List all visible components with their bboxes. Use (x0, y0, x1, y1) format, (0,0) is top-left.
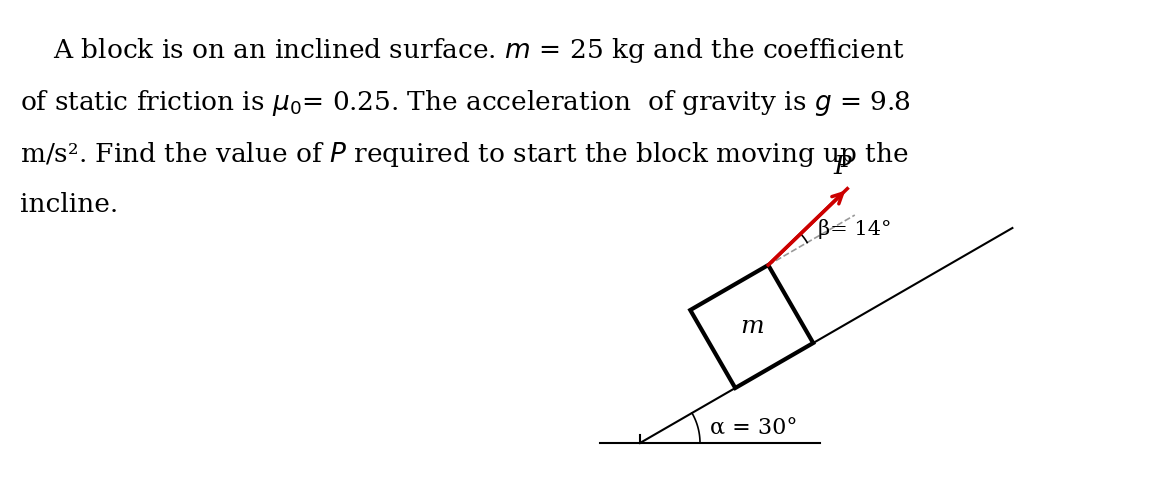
Text: m/s². Find the value of $P$ required to start the block moving up the: m/s². Find the value of $P$ required to … (20, 140, 908, 169)
Polygon shape (691, 265, 813, 388)
Text: of static friction is $\mu_0$= 0.25. The acceleration  of gravity is $g$ = 9.8: of static friction is $\mu_0$= 0.25. The… (20, 88, 911, 118)
Text: P: P (833, 154, 852, 179)
Text: α = 30°: α = 30° (710, 418, 797, 440)
Text: incline.: incline. (20, 192, 118, 217)
Text: β= 14°: β= 14° (818, 219, 891, 239)
Text: m: m (739, 315, 764, 338)
Text: A block is on an inclined surface. $m$ = 25 kg and the coefficient: A block is on an inclined surface. $m$ =… (20, 36, 905, 65)
